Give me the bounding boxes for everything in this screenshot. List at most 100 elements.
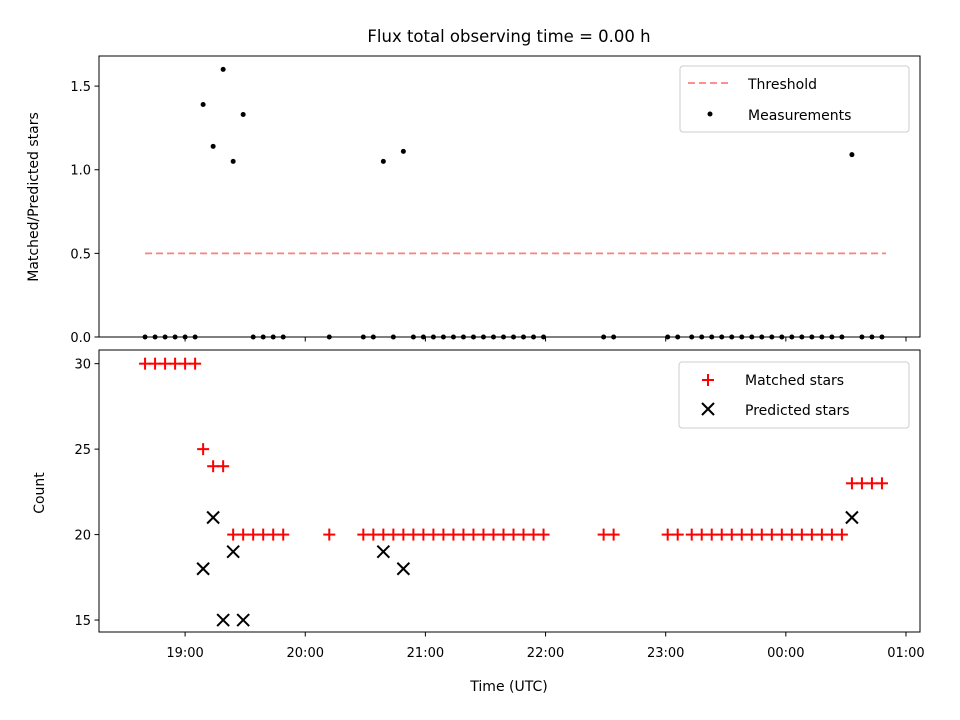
matched-star-point xyxy=(527,528,540,541)
top-plot-area: 0.0 0.5 1.0 1.5 xyxy=(70,55,921,346)
top-plot-frame xyxy=(98,55,921,338)
matched-star-point xyxy=(397,528,410,541)
matched-star-point xyxy=(247,528,260,541)
legend-matched-marker xyxy=(702,374,714,386)
matched-star-point xyxy=(835,528,848,541)
predicted-star-point xyxy=(845,510,859,525)
matched-star-point xyxy=(169,357,182,370)
matched-star-point xyxy=(207,460,220,473)
measurement-point xyxy=(220,66,226,72)
matched-star-point xyxy=(685,528,698,541)
x-axis-label: Time (UTC) xyxy=(469,679,547,695)
bottom-ytick-label: 30 xyxy=(74,358,91,373)
matched-star-point xyxy=(227,528,240,541)
matched-star-point xyxy=(507,528,520,541)
matched-star-point xyxy=(537,528,550,541)
top-ytick-label: 0.5 xyxy=(70,247,91,262)
matched-star-point xyxy=(197,443,210,456)
x-tick-label: 21:00 xyxy=(407,646,444,661)
predicted-star-point xyxy=(226,544,240,559)
matched-star-point xyxy=(725,528,738,541)
top-ytick-label: 1.5 xyxy=(70,80,91,95)
top-ytick-label: 1.0 xyxy=(70,164,91,179)
legend-predicted-label: Predicted stars xyxy=(745,403,850,419)
predicted-star-point xyxy=(206,510,220,525)
measurement-point xyxy=(380,158,386,164)
bottom-ytick-label: 15 xyxy=(74,614,91,629)
matched-star-point xyxy=(387,528,400,541)
matched-star-point xyxy=(447,528,460,541)
matched-star-point xyxy=(775,528,788,541)
matched-star-point xyxy=(695,528,708,541)
matched-star-point xyxy=(217,460,230,473)
chart-title: Flux total observing time = 0.00 h xyxy=(367,27,650,46)
top-legend: Threshold Measurements xyxy=(679,65,910,133)
top-y-axis-label: Matched/Predicted stars xyxy=(26,112,42,282)
matched-star-point xyxy=(159,357,172,370)
legend-predicted-marker xyxy=(701,402,715,416)
matched-star-point xyxy=(467,528,480,541)
x-tick-label: 00:00 xyxy=(767,646,804,661)
matched-star-point xyxy=(745,528,758,541)
matched-star-point xyxy=(139,357,152,370)
matched-star-point xyxy=(825,528,838,541)
x-tick-label: 23:00 xyxy=(647,646,684,661)
matched-star-point xyxy=(257,528,270,541)
legend-threshold-label: Threshold xyxy=(747,77,817,93)
matched-star-point xyxy=(805,528,818,541)
matched-star-point xyxy=(323,528,336,541)
predicted-star-point xyxy=(376,544,391,559)
matched-star-point xyxy=(755,528,768,541)
matched-star-point xyxy=(795,528,808,541)
matched-star-point xyxy=(517,528,530,541)
bottom-ytick-label: 20 xyxy=(74,529,91,544)
x-tick-label: 20:00 xyxy=(287,646,324,661)
x-tick-label: 19:00 xyxy=(166,646,203,661)
matched-star-point xyxy=(237,528,250,541)
matched-star-point xyxy=(267,528,280,541)
bottom-legend: Matched stars Predicted stars xyxy=(678,361,910,429)
matched-star-point xyxy=(735,528,748,541)
matched-star-point xyxy=(845,477,858,490)
matched-star-point xyxy=(189,357,202,370)
predicted-star-point xyxy=(396,562,411,576)
matched-star-point xyxy=(661,528,674,541)
matched-star-point xyxy=(427,528,440,541)
matched-star-point xyxy=(457,528,470,541)
x-tick-label: 01:00 xyxy=(887,646,924,661)
matched-star-point xyxy=(417,528,430,541)
matched-star-point xyxy=(815,528,828,541)
matched-star-point xyxy=(865,477,878,490)
matched-star-point xyxy=(875,477,888,490)
measurement-point xyxy=(400,148,406,154)
matched-star-point xyxy=(367,528,380,541)
measurement-point xyxy=(240,112,246,118)
matched-star-point xyxy=(477,528,490,541)
measurement-point xyxy=(210,143,216,149)
bottom-ytick-label: 25 xyxy=(74,443,91,458)
matched-star-point xyxy=(671,528,684,541)
matched-star-point xyxy=(785,528,798,541)
matched-star-point xyxy=(597,528,610,541)
matched-star-point xyxy=(705,528,718,541)
top-ytick-label: 0.0 xyxy=(70,331,91,346)
bottom-plot-area: 15 20 25 30 19:00 20:00 21:00 22:00 23:00 00:00 01… xyxy=(74,349,925,661)
predicted-star-point xyxy=(216,613,230,627)
matched-star-point xyxy=(765,528,778,541)
matched-star-point xyxy=(377,528,390,541)
matched-star-point xyxy=(277,528,290,541)
bottom-y-axis-label: Count xyxy=(32,472,48,514)
matched-star-point xyxy=(607,528,620,541)
predicted-star-point xyxy=(236,613,250,627)
matched-star-point xyxy=(407,528,420,541)
matched-star-point xyxy=(357,528,370,541)
predicted-star-point xyxy=(196,562,210,576)
matched-star-point xyxy=(715,528,728,541)
measurement-point xyxy=(849,152,855,158)
x-tick-label: 22:00 xyxy=(527,646,564,661)
measurement-point xyxy=(200,102,206,108)
measurement-point xyxy=(230,158,236,164)
matched-star-point xyxy=(497,528,510,541)
matched-star-point xyxy=(149,357,162,370)
